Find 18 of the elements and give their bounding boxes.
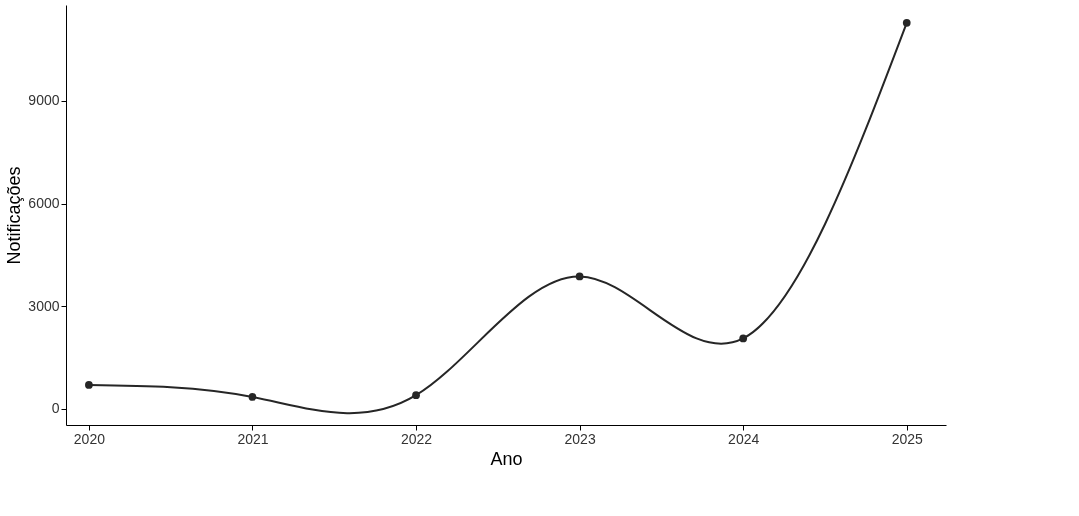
x-tick-label: 2022 xyxy=(400,430,433,447)
point xyxy=(739,334,748,343)
x-tick-label: 2021 xyxy=(237,430,269,447)
y-tick-label: 6000 xyxy=(28,195,60,212)
point xyxy=(85,381,93,389)
y-axis-title: Notificações xyxy=(4,166,25,265)
point xyxy=(902,18,911,27)
point xyxy=(412,391,420,400)
y-tick-label: 0 xyxy=(51,400,60,417)
x-tick-label: 2020 xyxy=(73,430,106,447)
x-tick-label: 2025 xyxy=(891,430,924,447)
y-tick-label: 9000 xyxy=(28,92,60,109)
point xyxy=(248,393,257,401)
x-tick-label: 2024 xyxy=(728,430,760,447)
point xyxy=(575,272,584,281)
x-axis-title: Ano xyxy=(490,448,523,469)
x-tick-label: 2023 xyxy=(564,430,596,447)
y-tick-label: 3000 xyxy=(28,297,60,314)
